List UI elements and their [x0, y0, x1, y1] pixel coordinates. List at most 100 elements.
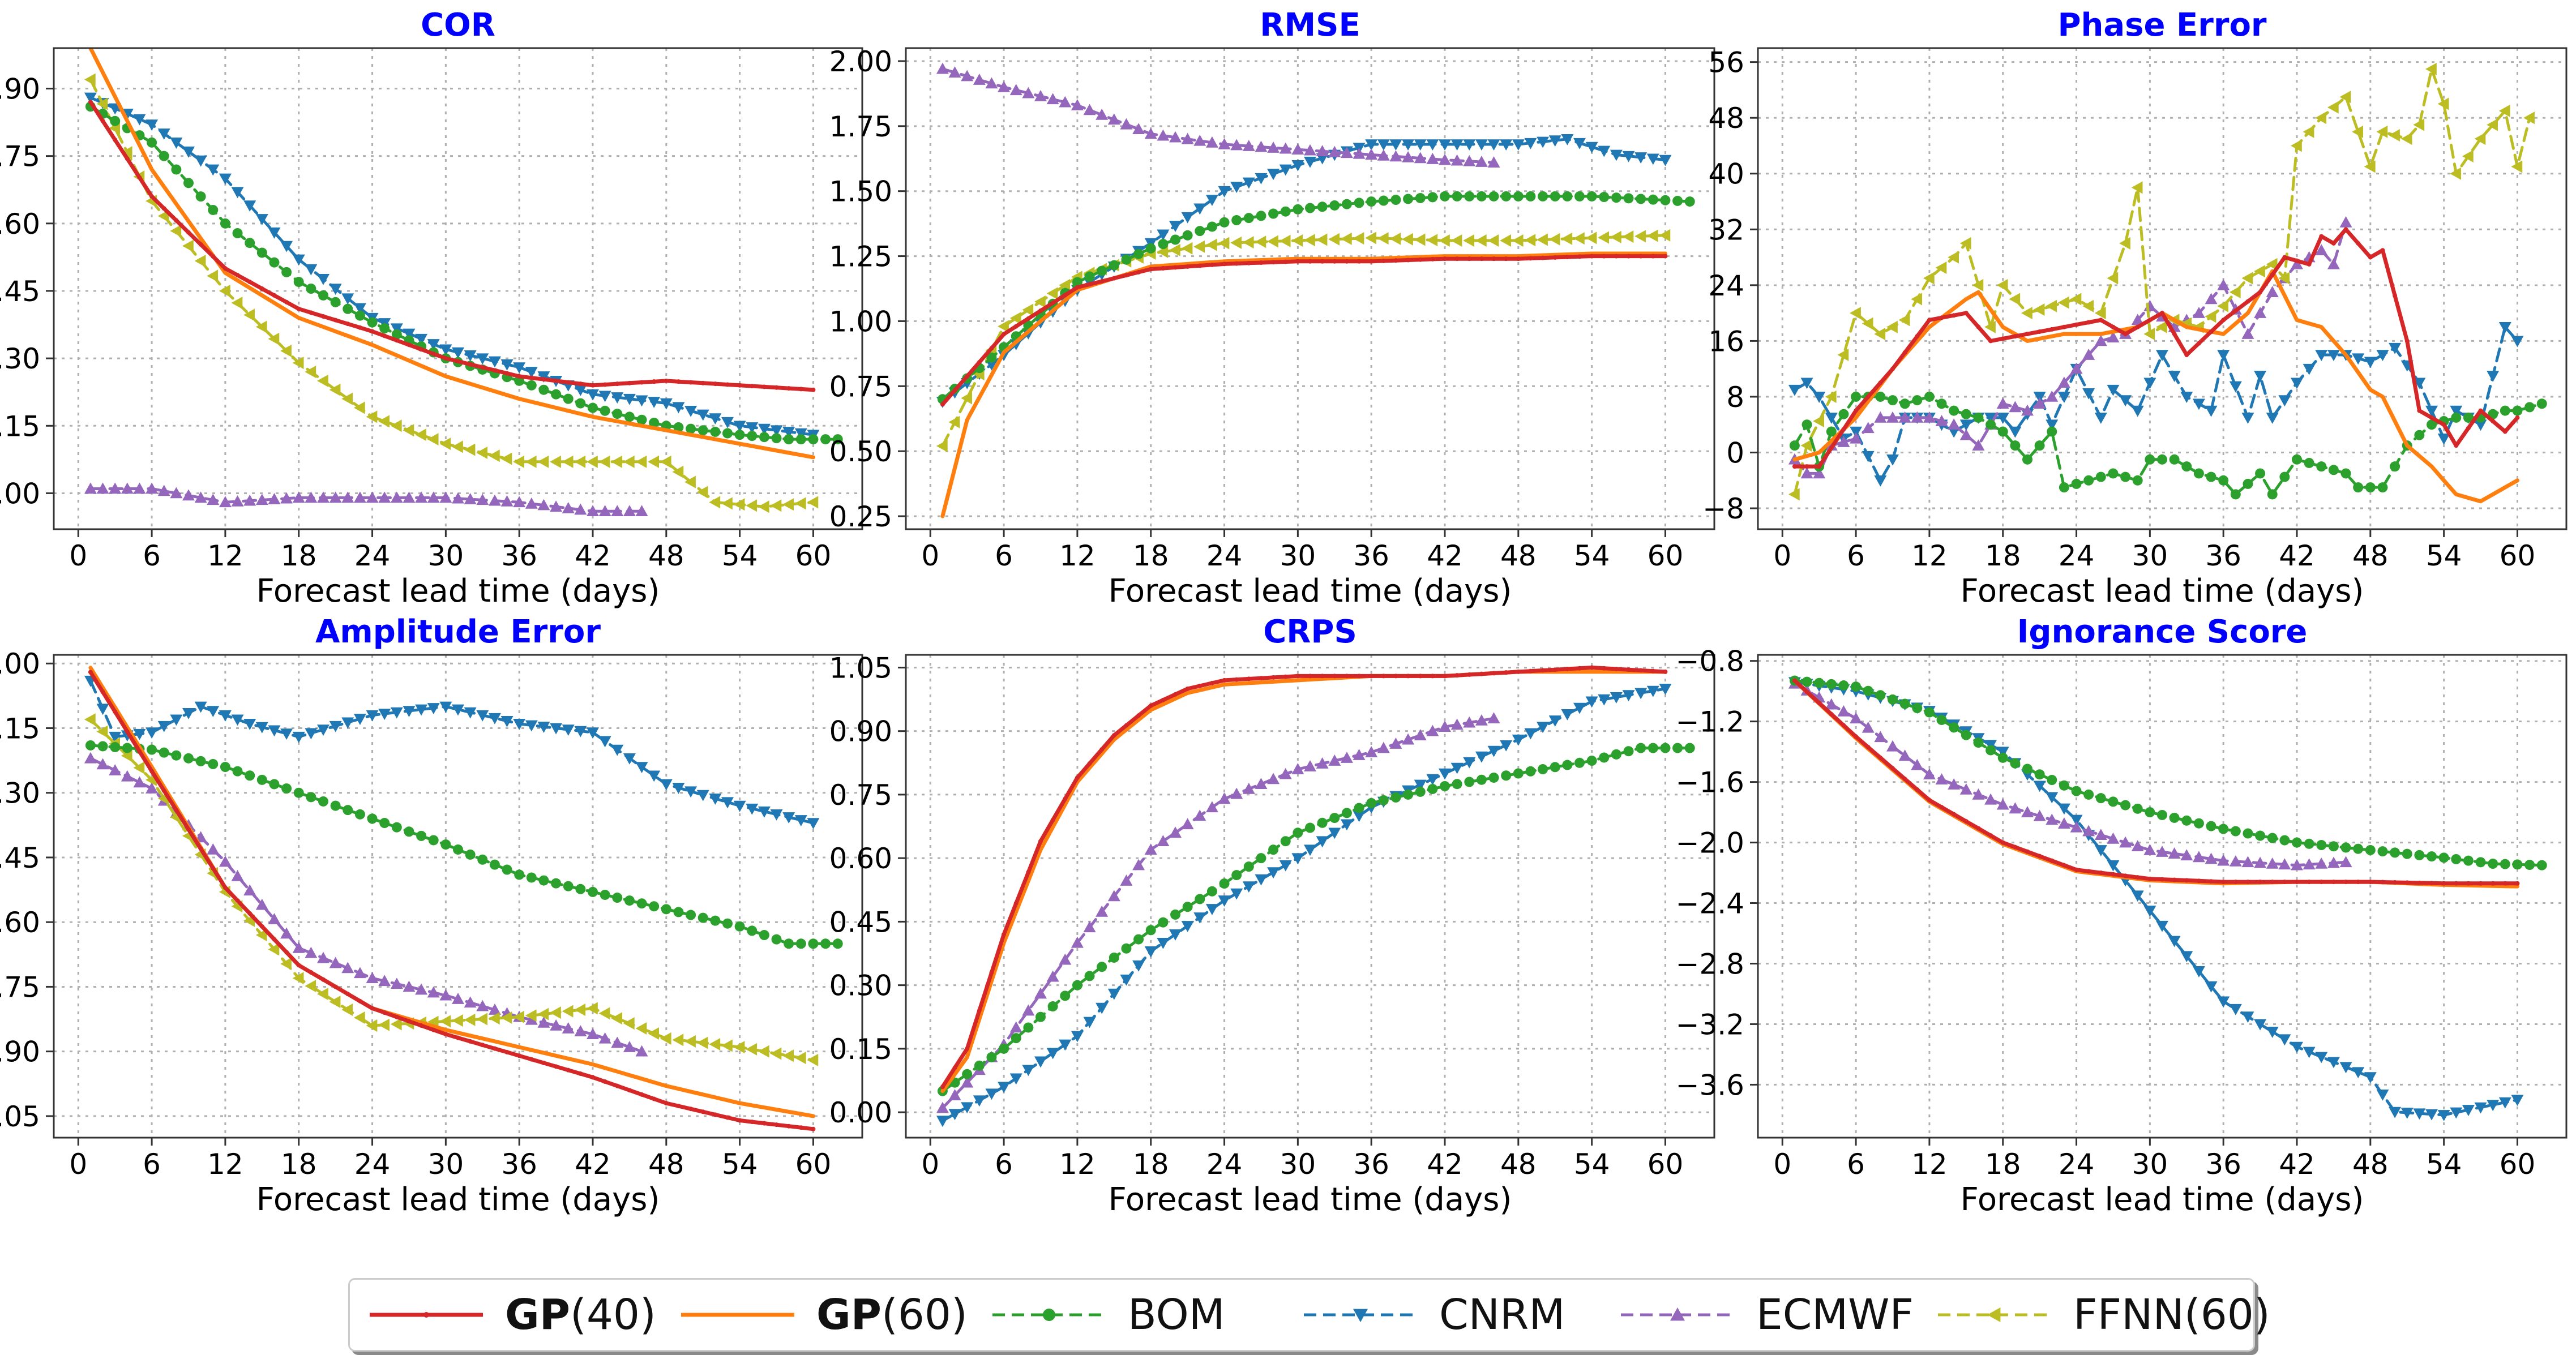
series-ffnn-60-point	[598, 1007, 610, 1020]
series-gp-40-point	[1565, 255, 1570, 260]
series-gp-40-point	[1504, 256, 1509, 261]
series-ecmwf-point	[2254, 856, 2267, 868]
series-bom-point	[1648, 194, 1658, 205]
series-gp-40-point	[1283, 259, 1288, 264]
series-bom-point	[1452, 779, 1462, 790]
series-ecmwf-point	[1414, 729, 1427, 740]
series-ecmwf-point	[562, 1022, 575, 1034]
series-ecmwf-point	[1353, 147, 1366, 159]
series-bom-point	[2206, 821, 2216, 831]
series-ffnn-60-point	[961, 392, 972, 405]
legend-label: CNRM	[1439, 1290, 1565, 1339]
legend-label-text: BOM	[1128, 1290, 1225, 1339]
x-tick-label: 24	[1206, 1148, 1243, 1181]
series-gp-40-point	[1454, 256, 1460, 261]
series-bom-point	[1949, 722, 1959, 733]
series-bom-point	[1899, 698, 1910, 709]
series-cnrm-point	[243, 200, 256, 212]
series-gp-40-point	[2441, 881, 2446, 886]
series-gp-60-line	[88, 666, 815, 1118]
series-gp-40-point	[1075, 285, 1080, 290]
series-bom-point	[1636, 194, 1646, 204]
series-bom-point	[1660, 195, 1671, 205]
series-bom-point	[2340, 842, 2351, 853]
series-gp-40-point	[1650, 668, 1655, 674]
series-bom-point	[1961, 730, 1971, 740]
series-cnrm-point	[2119, 395, 2132, 407]
series-ffnn-60-point	[1487, 234, 1499, 247]
series-cnrm-point	[1353, 811, 1366, 822]
series-cnrm-point	[513, 362, 526, 374]
series-cnrm-point	[2352, 1067, 2365, 1079]
series-ffnn-60-point	[2094, 307, 2106, 320]
series-gp-40-point	[1185, 686, 1190, 691]
series-cnrm-point	[1242, 177, 1255, 189]
series-ffnn-60-point	[2413, 118, 2425, 131]
series-gp-40-point	[235, 898, 240, 903]
series-cnrm-point	[587, 727, 599, 739]
x-tick-label: 24	[2059, 1148, 2095, 1181]
series-bom-point	[2193, 818, 2204, 829]
series-ecmwf-point	[2205, 852, 2218, 864]
series-gp-60	[1792, 269, 2519, 504]
series-ffnn-60-point	[709, 496, 721, 509]
series-cnrm-point	[1610, 692, 1623, 704]
series-gp-40-point	[1577, 666, 1582, 671]
legend-item-gp-60: GP(60)	[678, 1280, 968, 1350]
series-ecmwf-point	[1242, 782, 1255, 794]
series-ffnn-60-point	[96, 97, 108, 110]
y-tick-label: −2.8	[1676, 947, 1744, 980]
series-gp-40-point	[2000, 840, 2005, 845]
series-cnrm-point	[1009, 1073, 1022, 1085]
series-ecmwf-point	[182, 489, 195, 501]
series-cnrm-point	[292, 254, 305, 266]
series-ecmwf-point	[1316, 757, 1329, 769]
series-gp-40-point	[940, 402, 945, 407]
panel-crps: 0 6 12 18 24 30 36 42 48 54 600.000.150.300.450.60…	[829, 614, 1715, 1218]
series-bom-point	[795, 938, 806, 949]
series-cnrm-point	[2057, 803, 2070, 815]
series-bom-point	[1268, 844, 1279, 855]
series-ecmwf-point	[464, 996, 477, 1008]
series-gp-40-point	[2123, 873, 2128, 878]
series-bom-point	[2047, 426, 2057, 437]
series-bom-point	[1097, 265, 1107, 276]
series-ffnn-60-point	[1193, 240, 1205, 253]
series-bom-point	[147, 137, 157, 148]
series-ffnn-60-point	[770, 499, 782, 512]
series-bom-point	[1121, 943, 1132, 954]
series-cnrm-point	[1610, 149, 1623, 161]
series-gp-40-point	[2074, 867, 2079, 872]
series-gp-40-point	[1443, 674, 1447, 679]
series-bom-point	[2132, 803, 2143, 814]
series-gp-40-point	[1209, 680, 1214, 685]
series-gp-40-point	[811, 1126, 816, 1131]
series-ecmwf-point	[1328, 145, 1341, 157]
series-ecmwf-point	[403, 491, 416, 503]
legend-marker	[1353, 1309, 1368, 1322]
series-ffnn-60-point	[439, 438, 451, 451]
series-ffnn-60-point	[672, 1034, 684, 1047]
series-gp-40-point	[664, 1101, 669, 1106]
legend-swatch	[370, 1312, 483, 1318]
legend-item-ecmwf: ECMWF	[1618, 1280, 1914, 1350]
series-ecmwf-point	[255, 898, 268, 910]
series-bom-point	[195, 756, 206, 766]
series-gp-40-point	[1626, 254, 1631, 259]
series-ffnn-60-point	[1475, 234, 1487, 247]
series-ffnn-60-point	[1242, 236, 1254, 249]
series-bom-point	[747, 925, 758, 936]
series-gp-40-point	[2245, 880, 2250, 885]
series-cnrm-point	[2168, 371, 2181, 382]
series-cnrm-point	[2303, 1047, 2316, 1058]
series-bom-point	[1924, 707, 1935, 718]
series-ecmwf-point	[936, 1101, 949, 1113]
series-gp-40-point	[259, 924, 264, 929]
series-gp-40-point	[2098, 871, 2103, 876]
series-bom-point	[974, 1060, 985, 1071]
series-bom	[937, 191, 1695, 405]
series-ffnn-60-point	[2511, 160, 2523, 173]
series-ecmwf-point	[1365, 148, 1378, 160]
series-bom-point	[1611, 749, 1621, 760]
series-gp-40-point	[2331, 241, 2336, 246]
